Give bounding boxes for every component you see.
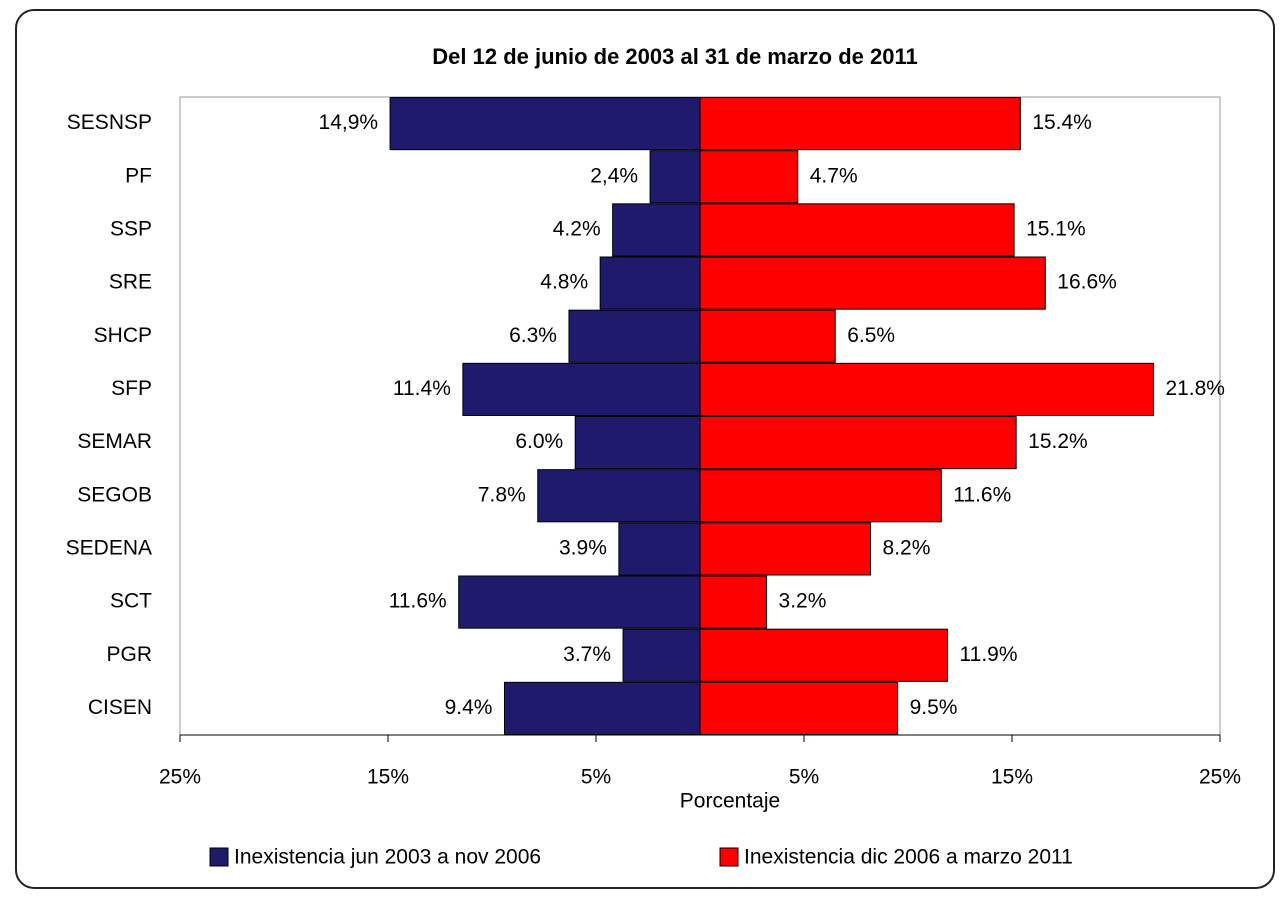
y-tick-label: SSP: [110, 217, 152, 240]
bar: [649, 150, 701, 204]
y-tick-label: SEDENA: [66, 536, 152, 559]
y-tick-label: SFP: [111, 377, 152, 400]
bar: [699, 416, 1017, 470]
value-label: 3.9%: [559, 536, 607, 559]
bar: [699, 203, 1015, 257]
bar: [618, 522, 701, 576]
value-label: 3.2%: [779, 590, 827, 613]
bar: [568, 309, 701, 363]
value-label: 9.5%: [910, 696, 958, 719]
y-tick-label: SEMAR: [77, 430, 152, 453]
bar: [622, 628, 701, 682]
y-tick-label: SESNSP: [67, 111, 152, 134]
bar: [699, 309, 836, 363]
x-tick-label: 5%: [789, 766, 819, 789]
y-tick-label: SHCP: [94, 324, 152, 347]
bar: [612, 203, 701, 257]
value-label: 16.6%: [1057, 271, 1117, 294]
value-label: 6.5%: [847, 324, 895, 347]
value-label: 11.6%: [389, 590, 447, 613]
x-tick-label: 15%: [991, 766, 1033, 789]
x-tick-label: 25%: [159, 766, 201, 789]
bar: [699, 575, 768, 629]
legend-label: Inexistencia dic 2006 a marzo 2011: [744, 846, 1073, 869]
bar: [699, 469, 942, 523]
y-tick-label: CISEN: [88, 696, 152, 719]
value-label: 21.8%: [1165, 377, 1225, 400]
value-label: 4.7%: [810, 164, 858, 187]
bar: [458, 575, 701, 629]
bar: [389, 97, 701, 151]
value-label: 4.2%: [553, 217, 601, 240]
legend-label: Inexistencia jun 2003 a nov 2006: [234, 846, 541, 869]
bar: [574, 416, 701, 470]
value-label: 9.4%: [445, 696, 493, 719]
value-label: 4.8%: [540, 271, 588, 294]
x-tick-label: 5%: [581, 766, 611, 789]
value-label: 14,9%: [319, 111, 379, 134]
value-label: 15.2%: [1028, 430, 1088, 453]
value-label: 6.3%: [509, 324, 557, 347]
y-tick-label: SCT: [110, 590, 152, 613]
bar: [503, 681, 701, 735]
value-label: 11.4%: [393, 377, 451, 400]
value-label: 8.2%: [883, 536, 931, 559]
bar: [699, 97, 1021, 151]
x-tick-label: 25%: [1199, 766, 1241, 789]
bar: [699, 150, 799, 204]
bar: [699, 628, 949, 682]
value-label: 15.1%: [1026, 217, 1086, 240]
bar: [699, 522, 872, 576]
value-label: 2,4%: [590, 164, 638, 187]
value-label: 6.0%: [515, 430, 563, 453]
y-tick-label: PF: [125, 164, 152, 187]
chart-title: Del 12 de junio de 2003 al 31 de marzo d…: [432, 44, 917, 69]
legend-swatch: [209, 847, 229, 867]
bar: [599, 256, 701, 310]
value-label: 11.9%: [960, 643, 1018, 666]
x-tick-label: 15%: [367, 766, 409, 789]
value-label: 11.6%: [953, 483, 1011, 506]
y-tick-label: SRE: [109, 271, 152, 294]
bar: [537, 469, 701, 523]
y-tick-label: PGR: [106, 643, 152, 666]
legend-swatch: [719, 847, 739, 867]
value-label: 3.7%: [563, 643, 611, 666]
y-tick-label: SEGOB: [77, 483, 152, 506]
value-label: 15.4%: [1032, 111, 1092, 134]
bar: [462, 362, 701, 417]
bar: [699, 681, 899, 735]
bar: [699, 362, 1154, 417]
value-label: 7.8%: [478, 483, 526, 506]
x-axis-label: Porcentaje: [680, 790, 780, 813]
bar: [699, 256, 1046, 310]
